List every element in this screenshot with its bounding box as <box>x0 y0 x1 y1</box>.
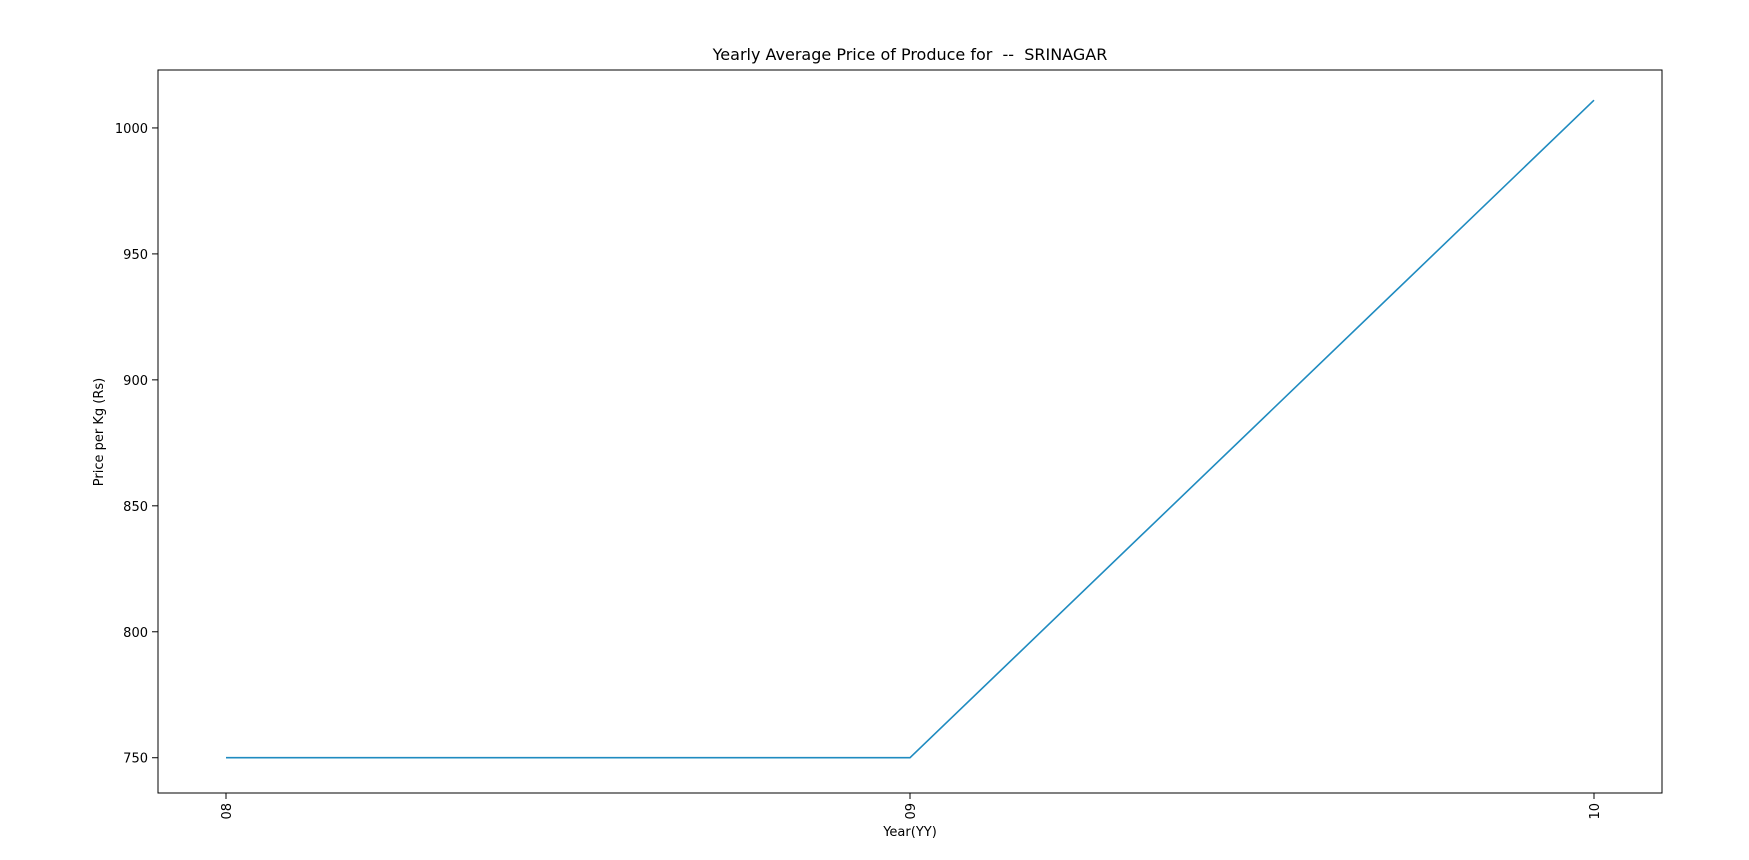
x-tick-label: 09 <box>904 803 919 820</box>
series-layer <box>226 99 1595 759</box>
x-axis-label: Year(YY) <box>882 825 937 840</box>
x-tick-label: 08 <box>220 803 235 820</box>
y-tick-label: 850 <box>123 500 148 515</box>
y-axis: 750 800 850 900 950 1000 <box>115 122 158 767</box>
y-axis-label: Price per Kg (Rs) <box>92 378 107 486</box>
y-tick-label: 1000 <box>115 122 148 137</box>
series-line <box>226 99 1595 759</box>
y-tick-label: 750 <box>123 752 148 767</box>
y-tick-label: 950 <box>123 248 148 263</box>
y-tick-label: 800 <box>123 626 148 641</box>
x-axis: 08 09 10 <box>220 793 1603 820</box>
chart-title: Yearly Average Price of Produce for -- S… <box>712 45 1108 64</box>
x-tick-label: 10 <box>1588 803 1603 820</box>
y-tick-label: 900 <box>123 374 148 389</box>
plot-frame <box>157 69 1663 794</box>
